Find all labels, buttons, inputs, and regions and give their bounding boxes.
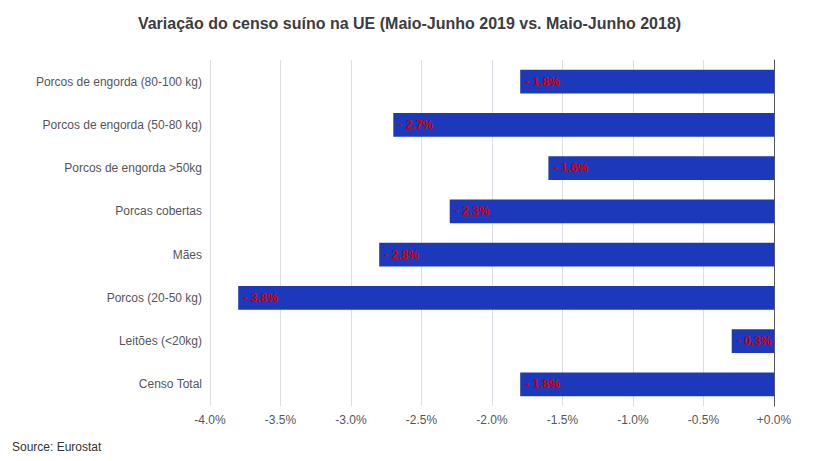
svg-text:Porcos de engorda >50kg: Porcos de engorda >50kg: [64, 161, 202, 175]
svg-text:- 1.6%: - 1.6%: [553, 161, 588, 175]
svg-text:-4.0%: -4.0%: [194, 413, 226, 427]
svg-text:-0.5%: -0.5%: [688, 413, 720, 427]
svg-text:-2.5%: -2.5%: [406, 413, 438, 427]
svg-text:-3.5%: -3.5%: [265, 413, 297, 427]
svg-text:- 3.8%: - 3.8%: [243, 291, 278, 305]
svg-text:Censo Total: Censo Total: [139, 377, 202, 391]
svg-text:Porcos (20-50 kg): Porcos (20-50 kg): [107, 291, 202, 305]
svg-text:Source: Eurostat: Source: Eurostat: [12, 440, 102, 454]
svg-text:Porcas cobertas: Porcas cobertas: [115, 204, 202, 218]
svg-text:- 2.7%: - 2.7%: [398, 118, 433, 132]
svg-text:- 2.8%: - 2.8%: [384, 248, 419, 262]
svg-text:- 2.3%: - 2.3%: [455, 204, 490, 218]
svg-text:Variação do censo suíno na UE: Variação do censo suíno na UE (Maio-Junh…: [138, 15, 681, 32]
svg-text:- 1.8%: - 1.8%: [525, 75, 560, 89]
svg-text:-1.5%: -1.5%: [547, 413, 579, 427]
svg-text:Porcos de engorda (50-80 kg): Porcos de engorda (50-80 kg): [43, 118, 202, 132]
svg-text:+0.0%: +0.0%: [757, 413, 792, 427]
svg-text:Leitões (<20kg): Leitões (<20kg): [119, 334, 202, 348]
svg-text:Mães: Mães: [173, 248, 202, 262]
svg-text:-2.0%: -2.0%: [476, 413, 508, 427]
svg-text:- 1.8%: - 1.8%: [525, 377, 560, 391]
svg-text:-3.0%: -3.0%: [335, 413, 367, 427]
svg-text:- 0.3%: - 0.3%: [737, 334, 772, 348]
svg-text:-1.0%: -1.0%: [617, 413, 649, 427]
svg-text:Porcos de engorda (80-100 kg): Porcos de engorda (80-100 kg): [36, 75, 202, 89]
